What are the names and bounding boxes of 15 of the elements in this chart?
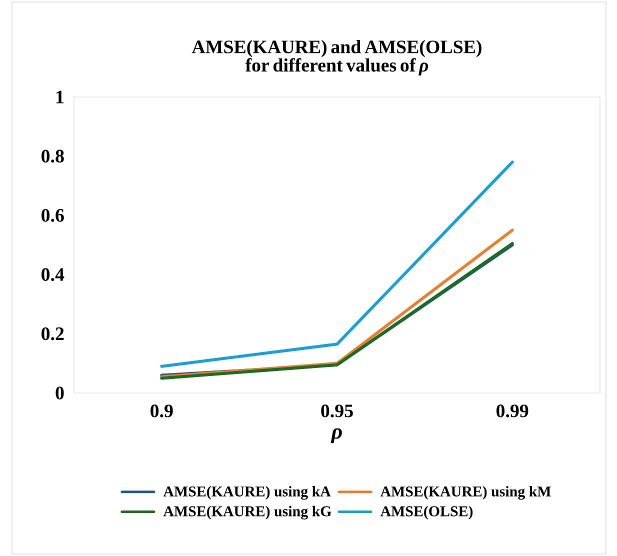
y-tick-label: 0 [56, 386, 64, 400]
y-tick-label: 0.6 [42, 208, 64, 222]
x-tick-label: 0.9 [150, 404, 173, 418]
y-tick-label: 0.2 [42, 327, 64, 340]
y-tick-label: 1 [56, 90, 64, 104]
y-tick-label: 0.8 [42, 150, 64, 163]
legend-label: AMSE(KAURE) using kA [163, 486, 331, 500]
x-axis-title: ρ [330, 428, 342, 444]
y-tick-label: 0.4 [42, 268, 64, 282]
legend-label: AMSE(KAURE) using kG [163, 506, 332, 520]
legend-label: AMSE(OLSE) [380, 506, 473, 520]
legend-label: AMSE(KAURE) using kM [380, 486, 551, 500]
x-tick-label: 0.99 [496, 404, 528, 418]
chart-title: AMSE(KAURE) and AMSE(OLSE) for different values ofρ [192, 40, 482, 76]
x-tick-label: 0.95 [321, 404, 353, 418]
